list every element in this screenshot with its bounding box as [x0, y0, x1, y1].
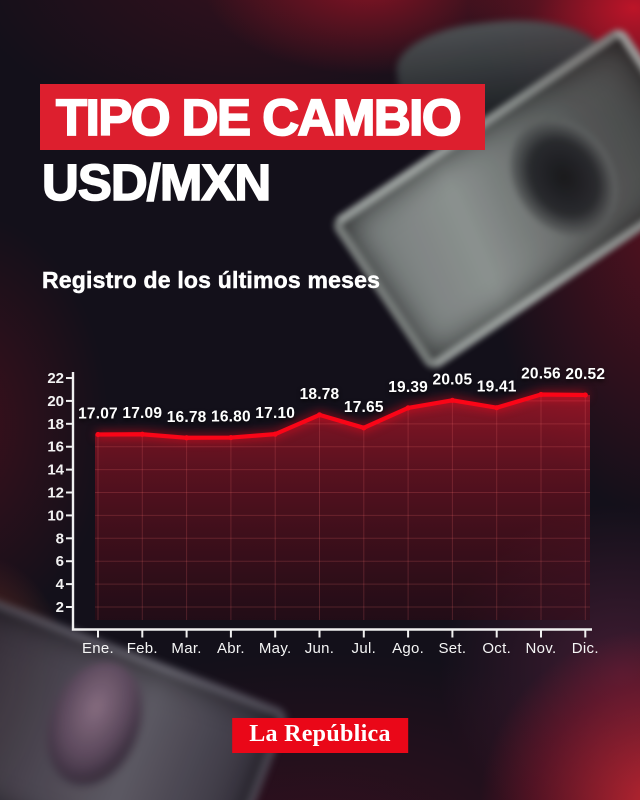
brand-logo: La República — [232, 718, 408, 753]
brand-name: La República — [249, 721, 391, 747]
